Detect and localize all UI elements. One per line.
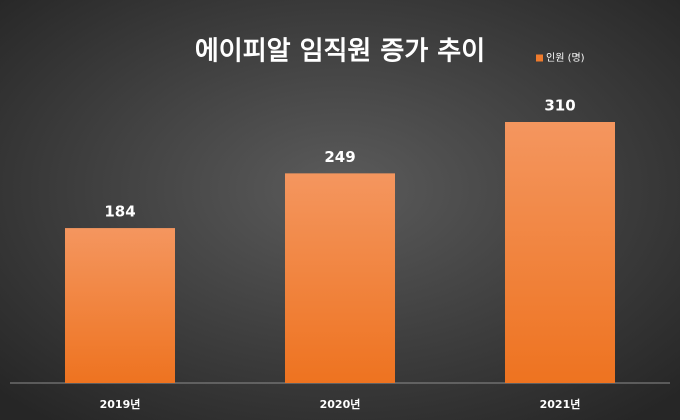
chart-title: 에이피알 임직원 증가 추이	[195, 37, 485, 67]
bar	[505, 122, 615, 383]
data-label: 184	[104, 203, 135, 221]
x-tick-label: 2021년	[540, 397, 581, 411]
bar	[285, 173, 395, 383]
bar	[65, 228, 175, 383]
x-tick-label: 2020년	[320, 397, 361, 411]
data-label: 249	[324, 148, 355, 166]
x-tick-label: 2019년	[100, 397, 141, 411]
legend-swatch	[536, 54, 543, 62]
data-label: 310	[544, 97, 575, 115]
legend-label: 인원 (명)	[546, 52, 585, 64]
